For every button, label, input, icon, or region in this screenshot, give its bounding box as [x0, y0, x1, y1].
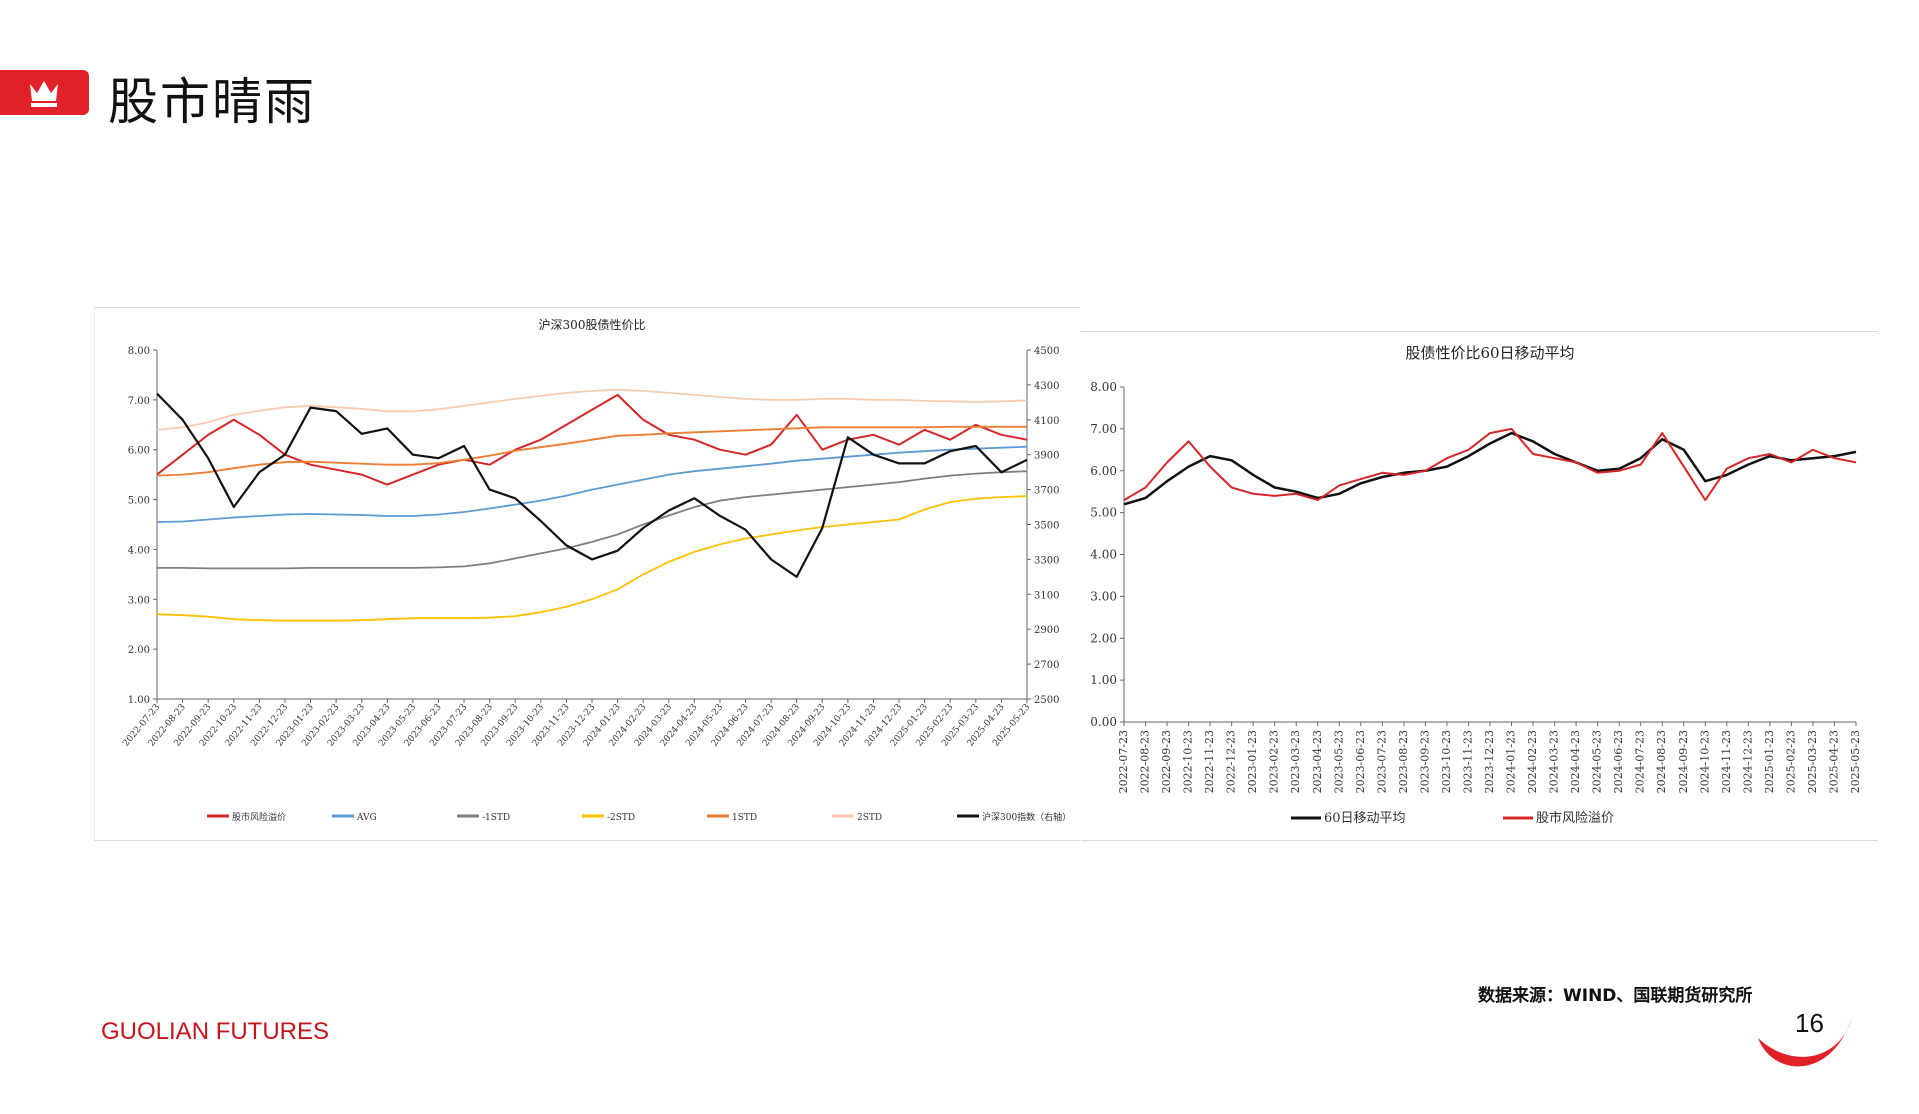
- header-accent-tab: [0, 70, 89, 115]
- legend-entry: 1STD: [732, 813, 757, 823]
- x-tick-label: 2023-03-23: [1289, 730, 1302, 793]
- y2-tick-label: 2500: [1034, 695, 1059, 706]
- x-tick-label: 2024-09-23: [1677, 730, 1690, 793]
- x-tick-label: 2024-07-23: [1634, 730, 1647, 793]
- series-line-1STD: [156, 425, 1027, 477]
- x-tick-label: 2024-04-23: [1569, 730, 1582, 793]
- series-line--1STD: [157, 470, 1028, 570]
- x-tick-label: 2024-08-23: [1655, 730, 1668, 793]
- y2-tick-label: 4500: [1034, 346, 1059, 357]
- page-corner-swoosh-icon: [1758, 1018, 1852, 1067]
- y2-tick-label: 3700: [1034, 486, 1059, 497]
- series-line-2STD: [156, 389, 1028, 431]
- y-tick-label: 5.00: [1090, 506, 1117, 520]
- crown-icon: [30, 81, 58, 107]
- y-tick-label: 5.00: [128, 496, 150, 507]
- x-tick-label: 2022-11-23: [1203, 730, 1216, 793]
- x-tick-label: 2025-03-23: [1806, 730, 1819, 793]
- x-tick-label: 2023-04-23: [1311, 730, 1324, 793]
- x-tick-label: 2022-10-23: [1182, 730, 1195, 793]
- y2-tick-label: 2900: [1034, 625, 1059, 636]
- x-tick-label: 2023-11-23: [1461, 730, 1474, 793]
- x-tick-label: 2022-12-23: [1225, 730, 1238, 793]
- x-tick-label: 2024-01-23: [1505, 730, 1518, 793]
- x-tick-label: 2024-12-23: [1741, 730, 1754, 793]
- y2-tick-label: 3900: [1034, 451, 1059, 462]
- x-tick-label: 2023-06-23: [1354, 730, 1367, 793]
- x-tick-label: 2023-08-23: [1397, 730, 1410, 793]
- x-tick-label: 2022-07-23: [1117, 730, 1130, 793]
- chart-panel-moving-average: 股债性价比60日移动平均 0.00 1.00 2.00 3.00 4.00 5.00 6.00…: [1081, 331, 1878, 841]
- y-tick-label: 0.00: [1090, 715, 1117, 729]
- series-line-AVG: [156, 445, 1028, 523]
- legend-entry: AVG: [356, 813, 377, 823]
- y-tick-label: 3.00: [128, 595, 150, 606]
- y2-tick-label: 3300: [1034, 555, 1059, 566]
- x-tick-label: 2023-09-23: [1418, 730, 1431, 793]
- y-tick-label: 8.00: [128, 346, 150, 357]
- y-tick-label: 2.00: [128, 645, 150, 656]
- x-tick-label: 2025-02-23: [1784, 730, 1797, 793]
- x-tick-label: 2025-04-23: [1827, 730, 1840, 793]
- series-line-60日移动平均: [1123, 431, 1857, 506]
- y-tick-label: 8.00: [1090, 380, 1117, 394]
- x-tick-label: 2024-11-23: [1720, 730, 1733, 793]
- x-tick-label: 2023-10-23: [1440, 730, 1453, 793]
- y-tick-label: 1.00: [128, 695, 150, 706]
- x-tick-label: 2022-09-23: [1160, 730, 1173, 793]
- x-tick-label: 2023-02-23: [1268, 730, 1281, 793]
- data-source-note: 数据来源：WIND、国联期货研究所: [1478, 986, 1753, 1006]
- y-tick-label: 1.00: [1090, 673, 1117, 687]
- x-tick-label: 2025-01-23: [1763, 730, 1776, 793]
- x-tick-label: 2023-12-23: [1483, 730, 1496, 793]
- legend-entry: 沪深300指数（右轴）: [982, 811, 1071, 823]
- y-tick-label: 4.00: [1090, 548, 1117, 562]
- chart-panel-bond-equity-ratio: 沪深300股债性价比 1.00 2.00 3.00 4.00 5.00 6.00 7.00 8.…: [94, 307, 1080, 841]
- y2-tick-label: 3100: [1034, 590, 1059, 601]
- x-tick-label: 2024-05-23: [1591, 730, 1604, 793]
- x-tick-label: 2023-07-23: [1375, 730, 1388, 793]
- chart-moving-average: 股债性价比60日移动平均 0.00 1.00 2.00 3.00 4.00 5.00 6.00…: [1090, 344, 1862, 826]
- y-tick-label: 7.00: [128, 396, 150, 407]
- y2-tick-label: 4300: [1034, 381, 1059, 392]
- y-tick-label: 2.00: [1090, 631, 1117, 645]
- y2-tick-label: 2700: [1034, 660, 1059, 671]
- y2-tick-label: 3500: [1034, 521, 1059, 532]
- series-line-沪深300指数（右轴）: [156, 392, 1028, 578]
- y-tick-label: 7.00: [1090, 422, 1117, 436]
- y2-tick-label: 4100: [1034, 416, 1059, 427]
- legend-entry: -2STD: [607, 813, 635, 823]
- chart-title: 沪深300股债性价比: [539, 318, 646, 332]
- page-number: 16: [1795, 1008, 1824, 1038]
- legend-entry: 股市风险溢价: [232, 811, 286, 823]
- legend-entry: -1STD: [482, 813, 510, 823]
- x-tick-label: 2024-02-23: [1526, 730, 1539, 793]
- chart-bond-equity-ratio: 沪深300股债性价比 1.00 2.00 3.00 4.00 5.00 6.00 7.00 8.…: [121, 318, 1071, 823]
- y-tick-label: 3.00: [1090, 589, 1117, 603]
- brand-logo-text: GUOLIAN FUTURES: [101, 1018, 330, 1045]
- x-tick-label: 2024-06-23: [1612, 730, 1625, 793]
- x-tick-label: 2023-01-23: [1246, 730, 1259, 793]
- page-title: 股市晴雨: [108, 73, 316, 131]
- chart-title: 股债性价比60日移动平均: [1405, 344, 1574, 362]
- legend-entry: 2STD: [857, 813, 882, 823]
- series-line-股市风险溢价: [1123, 427, 1857, 502]
- x-tick-label: 2023-05-23: [1332, 730, 1345, 793]
- x-tick-label: 2022-08-23: [1139, 730, 1152, 793]
- y-tick-label: 6.00: [128, 446, 150, 457]
- y-tick-label: 4.00: [128, 545, 150, 556]
- legend-entry: 股市风险溢价: [1536, 810, 1614, 826]
- series-line--2STD: [156, 495, 1028, 622]
- x-tick-label: 2024-03-23: [1548, 730, 1561, 793]
- y-tick-label: 6.00: [1090, 464, 1117, 478]
- legend-entry: 60日移动平均: [1324, 811, 1406, 826]
- x-tick-label: 2025-05-23: [1849, 730, 1862, 793]
- x-tick-label: 2024-10-23: [1698, 730, 1711, 793]
